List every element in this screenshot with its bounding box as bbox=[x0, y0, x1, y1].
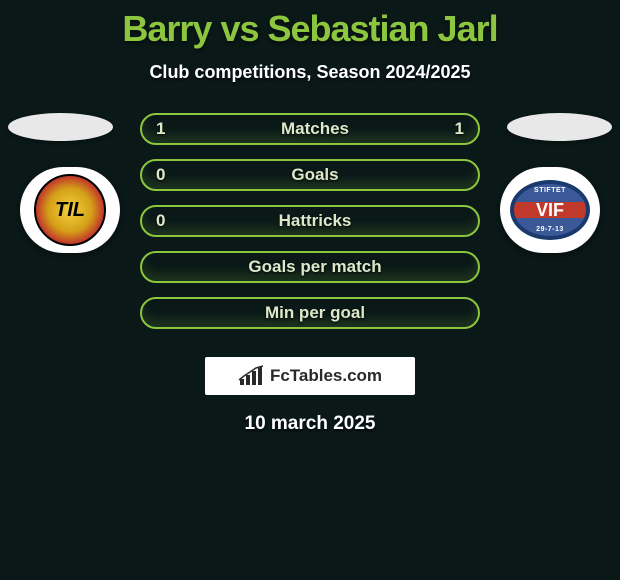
stat-label: Min per goal bbox=[186, 303, 444, 323]
branding-text: FcTables.com bbox=[270, 366, 382, 386]
stat-row-hattricks: 0 Hattricks bbox=[140, 205, 480, 237]
stat-row-goals: 0 Goals bbox=[140, 159, 480, 191]
stat-label: Hattricks bbox=[186, 211, 444, 231]
bar-chart-icon bbox=[238, 365, 264, 387]
stat-left-value: 0 bbox=[156, 165, 176, 185]
stat-label: Goals per match bbox=[186, 257, 444, 277]
club-badge-left: TIL bbox=[20, 167, 120, 253]
branding-badge: FcTables.com bbox=[205, 357, 415, 395]
stat-label: Matches bbox=[186, 119, 444, 139]
stat-left-value: 1 bbox=[156, 119, 176, 139]
club-badge-right: VIF bbox=[500, 167, 600, 253]
subtitle: Club competitions, Season 2024/2025 bbox=[0, 62, 620, 83]
player-oval-right bbox=[507, 113, 612, 141]
stat-label: Goals bbox=[186, 165, 444, 185]
stat-right-value: 1 bbox=[444, 119, 464, 139]
stat-row-goals-per-match: Goals per match bbox=[140, 251, 480, 283]
til-logo-icon: TIL bbox=[34, 174, 106, 246]
date-label: 10 march 2025 bbox=[0, 413, 620, 435]
stat-left-value: 0 bbox=[156, 211, 176, 231]
comparison-panel: TIL VIF 1 Matches 1 0 Goals 0 Hattricks … bbox=[0, 113, 620, 435]
player-oval-left bbox=[8, 113, 113, 141]
stat-row-matches: 1 Matches 1 bbox=[140, 113, 480, 145]
page-title: Barry vs Sebastian Jarl bbox=[0, 0, 620, 50]
stats-list: 1 Matches 1 0 Goals 0 Hattricks Goals pe… bbox=[140, 113, 480, 329]
stat-row-min-per-goal: Min per goal bbox=[140, 297, 480, 329]
vif-logo-icon: VIF bbox=[510, 180, 590, 240]
